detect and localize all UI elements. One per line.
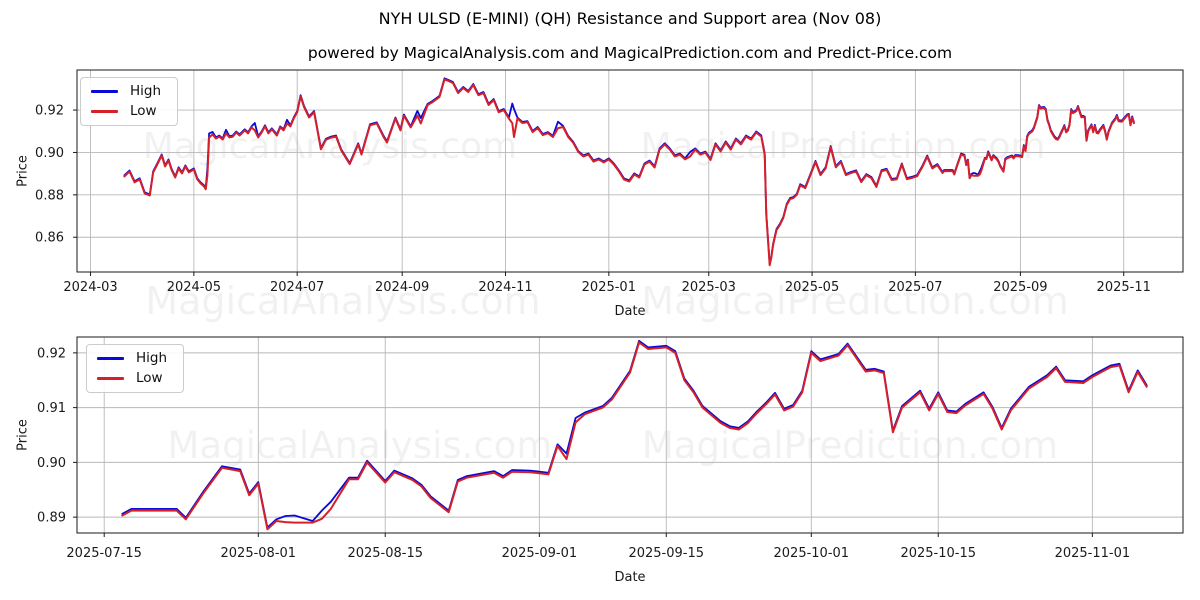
watermark-text: MagicalPrediction.com [642,424,1058,467]
high-series-line [123,77,1135,266]
legend-item-label: Low [136,369,163,386]
y-tick-label: 0.91 [37,401,66,416]
top-chart: MagicalAnalysis.com MagicalPrediction.com… [35,69,1184,323]
top-y-axis-label: Price [15,155,31,187]
x-tick-label: 2024-05 [167,280,221,295]
legend-item-low: Low [91,102,161,119]
low-line-swatch [97,376,124,380]
x-tick-label: 2025-10-15 [900,546,976,561]
legend-item-high: High [91,83,162,99]
watermark-text: MagicalPrediction.com [641,126,1046,167]
legend-item-high: High [97,350,168,366]
low-line-swatch [91,109,118,113]
x-tick-label: 2025-09 [993,280,1047,295]
x-tick-label: 2025-08-15 [347,546,423,561]
x-tick-label: 2025-07 [888,280,942,295]
x-tick-label: 2025-05 [785,280,839,295]
y-tick-label: 0.89 [37,511,66,526]
x-tick-label: 2024-09 [375,280,429,295]
legend-top: High Low [80,77,179,126]
figure-subtitle: powered by MagicalAnalysis.com and Magic… [307,44,953,62]
watermark-text: MagicalAnalysis.com [168,424,553,467]
x-tick-label: 2025-03 [682,280,736,295]
y-tick-label: 0.92 [37,346,66,361]
high-line-swatch [91,90,118,94]
y-tick-label: 0.90 [35,146,64,161]
y-tick-label: 0.88 [35,188,64,203]
x-tick-label: 2025-01 [582,280,636,295]
watermark-text: MagicalPrediction.com [641,279,1069,323]
x-tick-label: 2025-11-01 [1055,546,1131,561]
x-tick-label: 2025-07-15 [66,546,142,561]
bottom-chart: MagicalAnalysis.com MagicalPrediction.com… [37,336,1184,561]
low-series-line [121,341,1148,531]
x-tick-label: 2025-09-01 [502,546,578,561]
legend-item-label: Low [130,102,157,119]
x-tick-label: 2025-11 [1097,280,1151,295]
top-x-axis-label: Date [614,304,646,319]
watermark-text: MagicalAnalysis.com [143,126,517,167]
plot-border [76,69,1184,273]
low-series-line [123,78,1135,267]
figure-title: NYH ULSD (E-MINI) (QH) Resistance and Su… [378,9,882,28]
plot-border [76,336,1184,534]
y-tick-label: 0.92 [35,104,64,119]
x-tick-label: 2024-11 [478,280,532,295]
x-tick-label: 2025-10-01 [774,546,850,561]
legend-item-low: Low [97,369,167,386]
x-tick-label: 2024-07 [270,280,324,295]
x-tick-label: 2024-03 [63,280,117,295]
x-tick-label: 2025-08-01 [221,546,297,561]
high-line-swatch [97,357,124,361]
bottom-x-axis-label: Date [614,570,646,585]
y-tick-label: 0.90 [37,456,66,471]
legend-bottom: High Low [86,344,185,393]
x-tick-label: 2025-09-15 [628,546,704,561]
legend-item-label: High [130,83,162,99]
y-tick-label: 0.86 [35,231,64,246]
watermark-text: MagicalAnalysis.com [145,279,540,323]
high-series-line [121,339,1148,529]
bottom-y-axis-label: Price [15,419,31,451]
legend-item-label: High [136,350,168,366]
